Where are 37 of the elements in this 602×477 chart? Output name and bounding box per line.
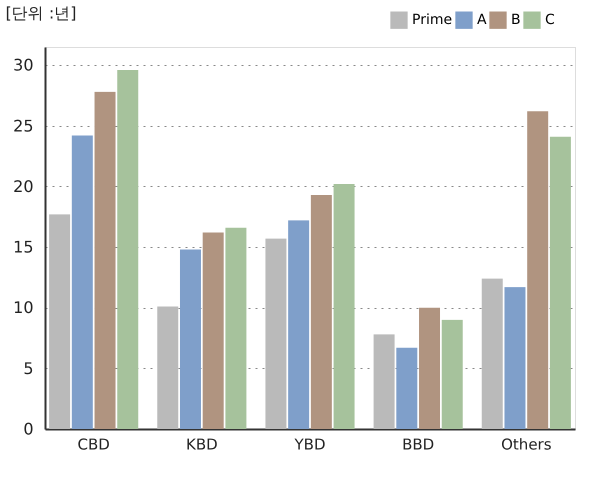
legend-label: A: [477, 12, 487, 28]
y-tick-label: 30: [13, 56, 34, 75]
legend-label: C: [545, 12, 555, 28]
bar: [225, 228, 246, 429]
y-tick-label: 10: [13, 298, 34, 318]
x-tick-label: BBD: [402, 436, 434, 454]
bar: [202, 232, 224, 429]
x-tick-label: Others: [501, 436, 552, 454]
y-tick-label: 0: [23, 420, 34, 438]
bar: [550, 136, 571, 429]
legend-label: Prime: [412, 12, 452, 28]
bar: [94, 92, 116, 429]
bar: [288, 220, 310, 429]
bar: [117, 70, 138, 429]
y-axis-title: [단위 :년]: [6, 4, 76, 22]
bar: [419, 308, 440, 429]
x-tick-label: KBD: [186, 436, 218, 454]
bar: [442, 320, 463, 429]
x-tick-label: YBD: [293, 436, 326, 454]
bar: [265, 238, 286, 429]
y-tick-label: 25: [13, 116, 34, 136]
bar: [504, 287, 526, 429]
bar: [49, 214, 70, 429]
bar: [180, 250, 201, 429]
legend-label: B: [511, 12, 521, 28]
bar: [482, 278, 503, 429]
y-tick-label: 20: [13, 176, 34, 196]
x-tick-label: CBD: [78, 436, 110, 454]
bar: [72, 136, 93, 429]
bar: [334, 184, 355, 429]
bar: [157, 306, 178, 429]
bar: [310, 194, 332, 429]
y-tick-label: 15: [13, 238, 34, 257]
bar: [396, 348, 418, 429]
y-tick-label: 5: [23, 358, 34, 378]
bar: [527, 111, 548, 429]
bar: [374, 334, 395, 429]
